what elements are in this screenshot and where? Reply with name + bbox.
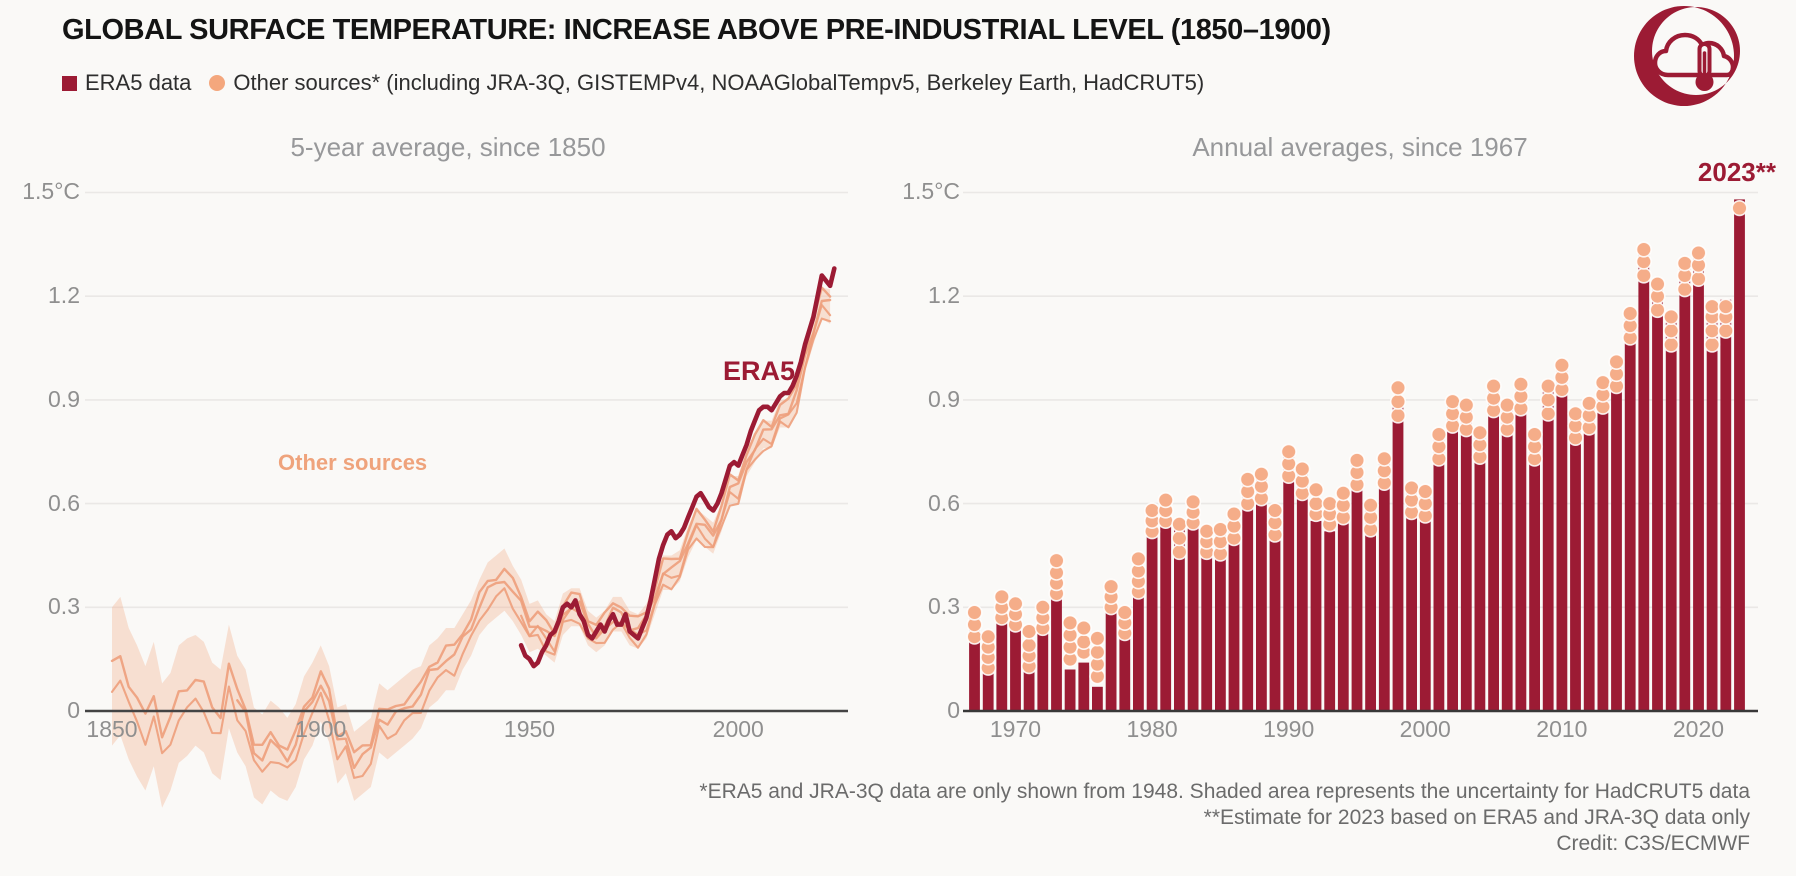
left-x-tick-label: 1950 bbox=[503, 716, 556, 742]
other-sources-legend-label: Other sources* (including JRA-3Q, GISTEM… bbox=[233, 70, 1205, 95]
legend: ERA5 data Other sources* (including JRA-… bbox=[62, 70, 1204, 96]
page-title: GLOBAL SURFACE TEMPERATURE: INCREASE ABO… bbox=[62, 14, 1331, 46]
right-x-tick-label: 2000 bbox=[1399, 716, 1451, 742]
left-y-tick-label: 0.6 bbox=[48, 489, 80, 516]
era5-line-annotation: ERA5 bbox=[723, 356, 796, 386]
other-sources-legend-dot-icon bbox=[209, 75, 226, 91]
right-y-tick-label: 1.2 bbox=[928, 282, 960, 309]
left-x-tick-label: 2000 bbox=[712, 716, 764, 742]
c3s-cloud-thermometer-logo-icon bbox=[1634, 6, 1741, 106]
right-panel-title: Annual averages, since 1967 bbox=[1192, 132, 1528, 162]
other-sources-dots bbox=[966, 200, 1748, 685]
left-panel-title: 5-year average, since 1850 bbox=[290, 132, 606, 162]
footnote-2023-estimate: **Estimate for 2023 based on ERA5 and JR… bbox=[1203, 806, 1750, 829]
left-y-tick-label: 0 bbox=[67, 696, 80, 723]
left-y-tick-label: 0.9 bbox=[48, 385, 80, 412]
right-y-tick-label: 0.3 bbox=[928, 593, 960, 620]
right-x-tick-label: 1970 bbox=[989, 716, 1042, 742]
left-y-tick-label: 0.3 bbox=[48, 593, 80, 620]
right-y-tick-label: 0.9 bbox=[928, 385, 960, 412]
era5-line bbox=[518, 266, 837, 669]
right-x-tick-label: 2010 bbox=[1536, 716, 1588, 742]
left-x-tick-label: 1850 bbox=[86, 716, 138, 742]
right-y-tick-label: 0.6 bbox=[928, 489, 960, 516]
right-y-tick-label: 1.5°C bbox=[902, 178, 960, 205]
right-y-tick-label: 0 bbox=[947, 696, 960, 723]
other-sources-annotation: Other sources bbox=[278, 450, 428, 475]
year-2023-annotation: 2023** bbox=[1697, 157, 1776, 187]
left-y-tick-label: 1.5°C bbox=[22, 178, 80, 205]
era5-legend-swatch-icon bbox=[62, 75, 77, 91]
footnote-era5-jra: *ERA5 and JRA-3Q data are only shown fro… bbox=[699, 780, 1750, 803]
right-x-tick-label: 1980 bbox=[1126, 716, 1178, 742]
era5-legend-label: ERA5 data bbox=[85, 70, 192, 95]
left-x-tick-label: 1900 bbox=[295, 716, 347, 742]
footnote-credit: Credit: C3S/ECMWF bbox=[1556, 832, 1750, 855]
right-x-tick-label: 2020 bbox=[1672, 716, 1725, 742]
right-x-tick-label: 1990 bbox=[1263, 716, 1315, 742]
footnotes: *ERA5 and JRA-3Q data are only shown fro… bbox=[699, 779, 1750, 857]
left-y-tick-label: 1.2 bbox=[48, 282, 80, 309]
annual-average-bars bbox=[969, 199, 1745, 712]
